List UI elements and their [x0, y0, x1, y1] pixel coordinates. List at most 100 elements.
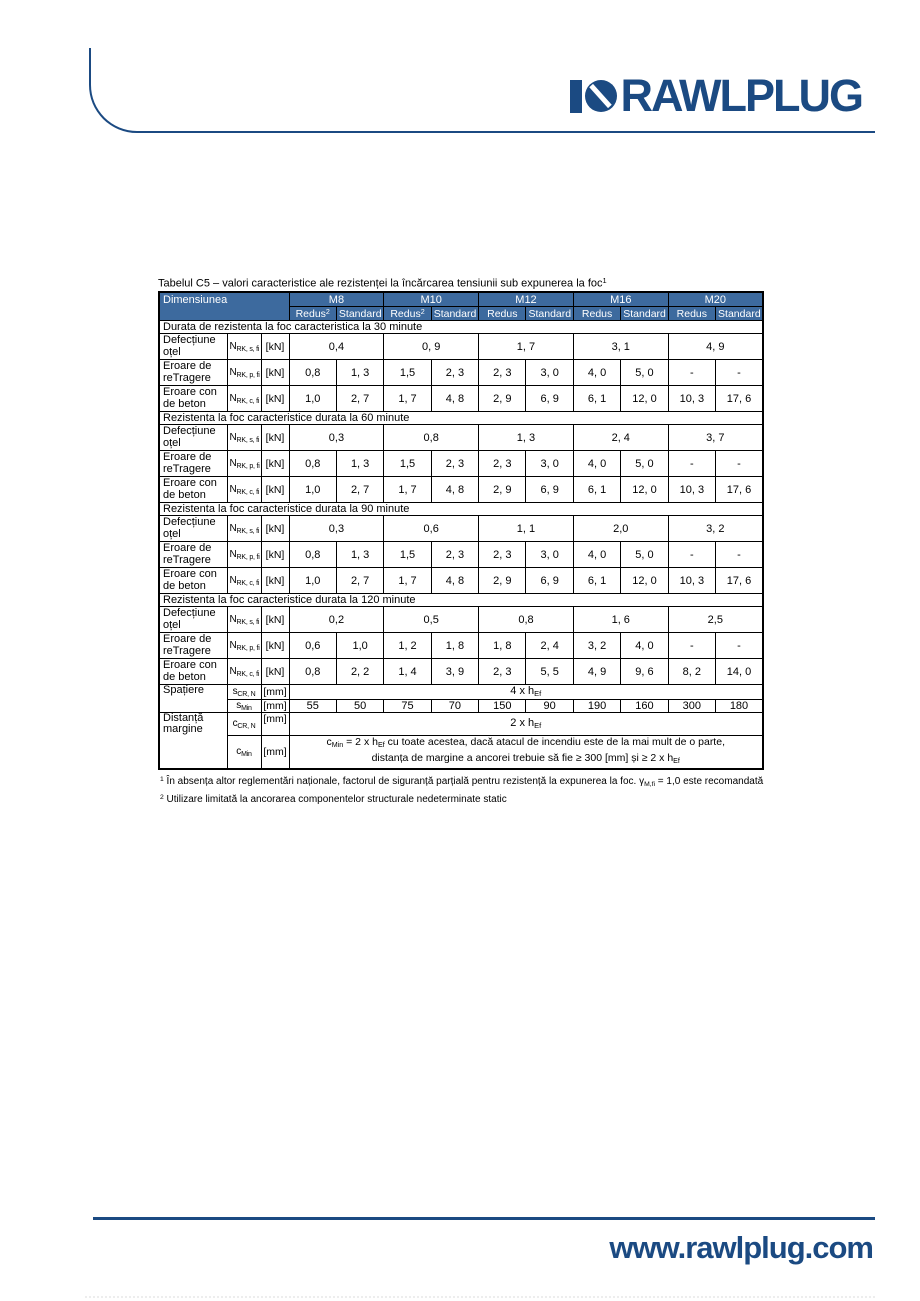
section-title-row: Rezistenta la foc caracteristice durata … — [158, 411, 764, 426]
cell-value: 1,5 — [383, 541, 432, 569]
footnote-1: 1 În absența altor reglementări național… — [160, 775, 764, 789]
cell-unit: [mm] — [260, 711, 290, 736]
footnote-2: 2 Utilizare limitată la ancorarea compon… — [160, 794, 507, 806]
cell-value: 12, 0 — [620, 567, 669, 595]
cell-symbol: NRK, p, fi — [226, 632, 262, 660]
cell-row-label: Defecțiune oțel — [158, 515, 228, 543]
cell-value: 1, 8 — [430, 632, 480, 660]
header-size-group: M20 — [667, 291, 764, 308]
cell-value: 1,0 — [288, 567, 337, 595]
header-subcol: Redus2 — [288, 306, 337, 322]
section-title-row: Rezistenta la foc caracteristice durata … — [158, 502, 764, 517]
cell-value: 1, 7 — [383, 567, 432, 595]
cell-symbol: NRK, c, fi — [226, 567, 262, 595]
table-row: Distanță margine cCR, N [mm] 2 x hEf — [158, 711, 764, 770]
cell-symbol: NRK, p, fi — [226, 541, 262, 569]
cell-value: 5, 0 — [620, 359, 669, 387]
cell-value: 160 — [620, 698, 669, 713]
cell-value: 300 — [667, 698, 717, 713]
cell-value: 3, 2 — [572, 632, 622, 660]
section-title: Durata de rezistenta la foc caracteristi… — [158, 320, 764, 335]
cell-symbol: NRK, s, fi — [226, 333, 262, 361]
cell-value: 5, 0 — [620, 541, 669, 569]
cell-symbol: NRK, s, fi — [226, 606, 262, 634]
header-size-group: M12 — [478, 291, 574, 308]
cell-merged-value: 4 x hEf — [288, 684, 764, 700]
cell-value: 0,8 — [288, 450, 337, 478]
cell-value: 50 — [335, 698, 385, 713]
cell-symbol: NRK, s, fi — [226, 424, 262, 452]
cell-symbol: sCR, N — [226, 684, 262, 700]
cell-value: 2, 7 — [335, 567, 385, 595]
cell-row-label: Defecțiune oțel — [158, 424, 228, 452]
cell-value: 1, 7 — [478, 333, 574, 361]
header-subcol: Standard — [335, 306, 385, 322]
cell-value: 2, 3 — [478, 541, 527, 569]
cell-value: 150 — [478, 698, 527, 713]
table-row: Eroare con de beton NRK, c, fi [kN] 1,0 2, 7… — [158, 476, 764, 504]
cell-value: 6, 9 — [525, 385, 574, 413]
footer-website: www.rawlplug.com — [609, 1230, 874, 1265]
header-subcol: Standard — [525, 306, 574, 322]
cell-row-label: Eroare con de beton — [158, 567, 228, 595]
cell-value: 4, 9 — [572, 658, 622, 686]
cell-row-label: Spațiere — [158, 684, 228, 713]
cell-value: 17, 6 — [715, 385, 764, 413]
cell-value: 4, 0 — [620, 632, 669, 660]
cell-value: 1, 3 — [335, 541, 385, 569]
cell-value: 1,5 — [383, 450, 432, 478]
cell-value: 3, 0 — [525, 450, 574, 478]
cell-unit: [kN] — [260, 632, 290, 660]
cell-value: 10, 3 — [667, 567, 717, 595]
cell-symbol: sMin — [226, 698, 262, 713]
header-subcol: Redus — [572, 306, 622, 322]
header-subcol: Standard — [620, 306, 669, 322]
cell-value: 0,8 — [288, 359, 337, 387]
cell-value: 3, 2 — [667, 515, 764, 543]
cell-value: 70 — [430, 698, 480, 713]
rawlplug-logo: RAWLPLUG — [569, 73, 864, 118]
cell-value: 0,2 — [288, 606, 385, 634]
cell-value: 55 — [288, 698, 337, 713]
header-subcol: Redus — [478, 306, 527, 322]
cell-value: 8, 2 — [667, 658, 717, 686]
header-subcol: Redus — [667, 306, 717, 322]
table-c5: Dimensiunea M8 M10 M12 M16 M20 Redus2 Standard R… — [158, 291, 764, 770]
logo-bar-shape — [569, 80, 582, 113]
cell-unit: [kN] — [260, 424, 290, 452]
cell-value: 5, 0 — [620, 450, 669, 478]
cell-value: - — [667, 450, 717, 478]
table-title: Tabelul C5 – valori caracteristice ale r… — [158, 276, 607, 290]
cell-value: - — [715, 450, 764, 478]
cell-unit: [kN] — [260, 333, 290, 361]
section-title-row: Durata de rezistenta la foc caracteristi… — [158, 320, 764, 335]
cell-row-label: Defecțiune oțel — [158, 333, 228, 361]
cell-value: 2,0 — [572, 515, 669, 543]
cell-value: 2, 9 — [478, 476, 527, 504]
table-header-row: Dimensiunea M8 M10 M12 M16 M20 — [158, 291, 764, 322]
cell-value: 2, 3 — [430, 450, 480, 478]
cell-value: 2, 7 — [335, 476, 385, 504]
table-row: Eroare con de beton NRK, c, fi [kN] 1,0 2, 7… — [158, 385, 764, 413]
cell-value: 2, 9 — [478, 385, 527, 413]
cell-value: 2, 3 — [478, 359, 527, 387]
cell-symbol: NRK, p, fi — [226, 359, 262, 387]
table-c5-block: Tabelul C5 – valori caracteristice ale r… — [158, 276, 764, 806]
cell-unit: [mm] — [260, 734, 290, 770]
cell-value: 1, 3 — [335, 359, 385, 387]
cell-value: 6, 9 — [525, 567, 574, 595]
cell-value: 17, 6 — [715, 476, 764, 504]
cell-value: 75 — [383, 698, 432, 713]
cell-row-label: Eroare de reTragere — [158, 541, 228, 569]
page-cut-line — [85, 1296, 875, 1298]
table-row: Eroare con de beton NRK, c, fi [kN] 1,0 2, 7… — [158, 567, 764, 595]
cell-unit: [kN] — [260, 385, 290, 413]
cell-symbol: NRK, p, fi — [226, 450, 262, 478]
screw-slot-shape — [588, 83, 612, 109]
header-size-group: M8 — [288, 291, 385, 308]
cell-value: 180 — [715, 698, 764, 713]
cell-value: - — [667, 632, 717, 660]
cell-value: 3, 0 — [525, 359, 574, 387]
table-row: Eroare de reTragere NRK, p, fi [kN] 0,6 1,0 1… — [158, 632, 764, 660]
